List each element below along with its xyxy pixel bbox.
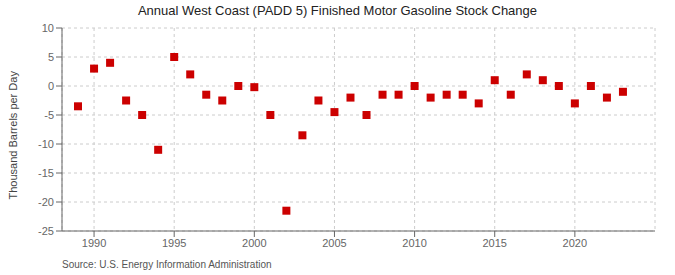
svg-text:-15: -15 (38, 167, 54, 179)
svg-text:2015: 2015 (482, 237, 506, 249)
svg-text:10: 10 (42, 22, 54, 34)
svg-text:2020: 2020 (563, 237, 587, 249)
svg-text:2005: 2005 (322, 237, 346, 249)
svg-text:5: 5 (48, 51, 54, 63)
svg-text:-25: -25 (38, 225, 54, 237)
html-text:Annual West Coast (PADD 5) Fin: Annual West Coast (PADD 5) Finished Moto… (138, 3, 537, 18)
svg-text:2010: 2010 (402, 237, 426, 249)
svg-text:-10: -10 (38, 138, 54, 150)
svg-text:1990: 1990 (82, 237, 106, 249)
html-text:Source: U.S. Energy Informatio: Source: U.S. Energy Information Administ… (62, 259, 272, 270)
svg-text:2000: 2000 (242, 237, 266, 249)
svg-text:-5: -5 (44, 109, 54, 121)
svg-text:Thousand Barrels per Day: Thousand Barrels per Day (8, 71, 19, 200)
svg-text:1995: 1995 (162, 237, 186, 249)
svg-text:0: 0 (48, 80, 54, 92)
svg-text:-20: -20 (38, 196, 54, 208)
